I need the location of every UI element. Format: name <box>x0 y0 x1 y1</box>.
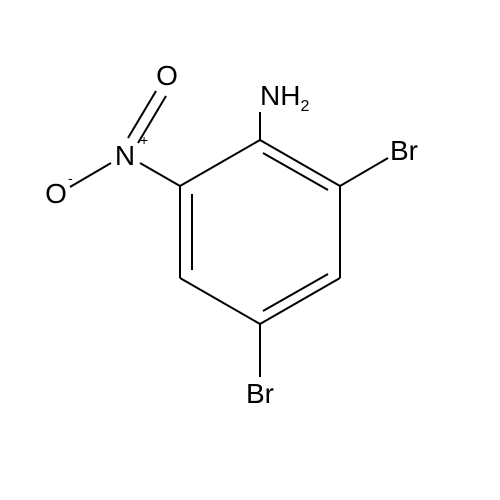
nh2-n: N <box>260 80 280 111</box>
nh2-label: NH2 <box>260 80 309 115</box>
nitro-o-neg-charge: - <box>68 170 73 186</box>
bond-c2-br <box>340 158 388 186</box>
ring-double-c3-c4 <box>263 274 328 311</box>
ring-double-c1-c2 <box>263 153 328 190</box>
ring-bond-c6-c1 <box>180 140 260 186</box>
ring-bond-c1-c2 <box>260 140 340 186</box>
ring-bond-c3-c4 <box>260 278 340 324</box>
ring-bond-c4-c5 <box>180 278 260 324</box>
nitro-n-label: N <box>115 140 135 171</box>
nitro-o-double-label: O <box>156 60 178 91</box>
bond-n-o-double-b <box>138 96 166 143</box>
nitro-o-neg-label: O <box>45 178 67 209</box>
molecule-diagram: NH2 Br Br N + O O - <box>0 0 500 500</box>
br-c2-label: Br <box>390 135 418 166</box>
nh2-h: H <box>280 80 300 111</box>
bond-c6-n <box>140 163 180 186</box>
br-c4-label: Br <box>246 378 274 409</box>
nh2-sub: 2 <box>300 98 309 115</box>
bond-n-o-double-a <box>128 91 156 138</box>
bond-n-o-single <box>70 163 111 187</box>
